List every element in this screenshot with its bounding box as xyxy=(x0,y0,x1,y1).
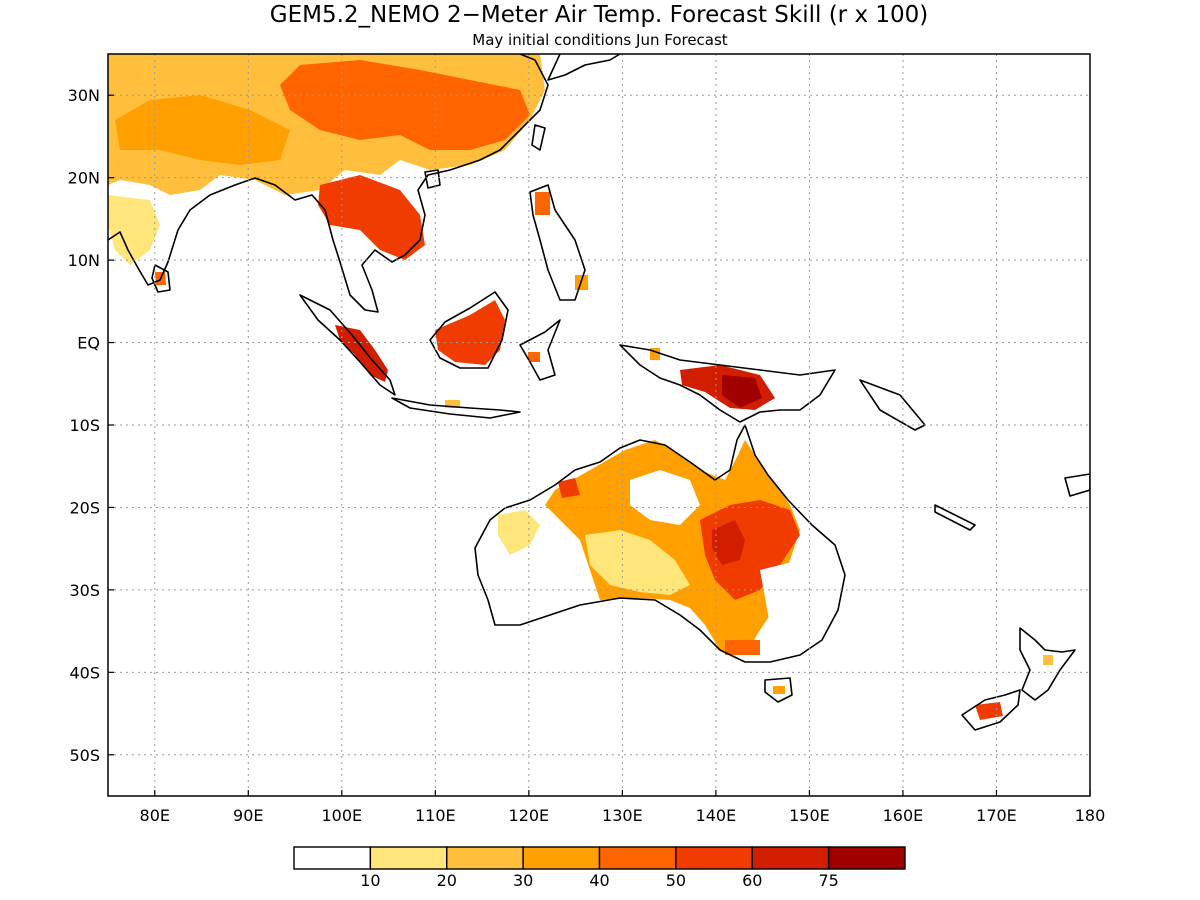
colorbar-label: 40 xyxy=(589,871,609,890)
coastlines xyxy=(108,54,1090,731)
lat-tick-label: 10N xyxy=(68,251,100,270)
lat-tick-label: 30S xyxy=(69,581,100,600)
lon-tick-label: 130E xyxy=(602,806,643,825)
lat-tick-label: 10S xyxy=(69,416,100,435)
colorbar: 10 20 30 40 50 60 75 xyxy=(293,846,906,890)
coastline-sumatra xyxy=(299,294,396,396)
skill-region-tasmania xyxy=(773,686,785,694)
colorbar-label: 30 xyxy=(513,871,533,890)
coastline-solomons xyxy=(859,379,926,431)
skill-region-australia-west xyxy=(498,510,540,555)
coastline-philippines xyxy=(529,184,586,301)
lat-tick-label: 40S xyxy=(69,663,100,682)
coastline-fiji xyxy=(1064,473,1090,497)
colorbar-swatch xyxy=(446,846,524,870)
colorbar-swatch xyxy=(369,846,448,870)
lon-tick-label: 160E xyxy=(883,806,924,825)
map-title: GEM5.2_NEMO 2−Meter Air Temp. Forecast S… xyxy=(270,2,929,28)
skill-region-luzon xyxy=(535,192,550,215)
lon-tick-label: 80E xyxy=(140,806,170,825)
colorbar-swatch xyxy=(598,846,677,870)
skill-region-indochina xyxy=(318,175,425,260)
coastline-newguinea xyxy=(619,344,836,423)
skill-region-australia-central xyxy=(585,530,690,595)
lat-tick-label: 20N xyxy=(68,169,100,188)
lon-tick-label: 110E xyxy=(415,806,456,825)
colorbar-label: 20 xyxy=(437,871,457,890)
skill-region-nz-north xyxy=(1043,655,1053,665)
colorbar-swatch xyxy=(675,846,753,870)
skill-region-borneo xyxy=(435,300,505,365)
colorbar-label: 75 xyxy=(818,871,838,890)
coastline-asia xyxy=(108,54,549,313)
graticule xyxy=(108,54,1090,796)
lat-tick-label: 20S xyxy=(69,498,100,517)
coastline-taiwan xyxy=(531,124,546,151)
skill-region-india-west xyxy=(108,195,160,265)
coastline-tasmania xyxy=(764,677,793,703)
skill-region-australia-east-core xyxy=(712,520,745,565)
lat-tick-label: EQ xyxy=(77,334,100,353)
colorbar-label: 60 xyxy=(742,871,762,890)
axis-labels: 30N 20N 10N EQ 10S 20S 30S 40S 50S 80E 90E 100E 110E… xyxy=(68,86,1106,825)
lon-tick-label: 90E xyxy=(233,806,263,825)
coastline-nz-north xyxy=(1019,627,1076,701)
skill-region-australia-gap xyxy=(630,470,700,525)
coastline-java xyxy=(391,397,521,419)
colorbar-label: 50 xyxy=(666,871,686,890)
colorbar-swatch xyxy=(293,846,372,870)
skill-region-tibet xyxy=(115,95,290,165)
plot-frame xyxy=(107,53,1091,797)
skill-region-australia-north xyxy=(545,440,800,655)
coastline-borneo xyxy=(429,291,509,369)
colorbar-swatch xyxy=(751,846,830,870)
coastline-srilanka xyxy=(151,264,171,293)
lon-tick-label: 150E xyxy=(789,806,830,825)
coastline-hainan xyxy=(424,169,441,189)
skill-region-australia-nw xyxy=(558,478,580,498)
coastline-nz-south xyxy=(961,689,1021,731)
lon-tick-label: 100E xyxy=(321,806,362,825)
lon-tick-label: 140E xyxy=(696,806,737,825)
lat-tick-label: 30N xyxy=(68,86,100,105)
coastline-australia xyxy=(474,424,846,663)
skill-region-china xyxy=(280,60,530,150)
map-subtitle: May initial conditions Jun Forecast xyxy=(472,31,728,49)
skill-shading xyxy=(108,54,1053,720)
colorbar-swatch xyxy=(522,846,601,870)
skill-region-sa-coast xyxy=(725,640,760,655)
lon-tick-label: 180 xyxy=(1075,806,1106,825)
skill-region-sumatra xyxy=(335,325,388,382)
skill-region-sulawesi xyxy=(528,352,540,362)
coastline-japan xyxy=(547,54,621,81)
coastline-newcaledonia xyxy=(934,504,976,531)
colorbar-swatch xyxy=(827,846,906,870)
coastline-sulawesi xyxy=(519,319,561,381)
colorbar-label: 10 xyxy=(360,871,380,890)
lat-tick-label: 50S xyxy=(69,746,100,765)
lon-tick-label: 170E xyxy=(976,806,1017,825)
lon-tick-label: 120E xyxy=(509,806,550,825)
skill-region-newguinea-core xyxy=(722,375,762,408)
skill-region-australia-se-white xyxy=(760,560,835,640)
